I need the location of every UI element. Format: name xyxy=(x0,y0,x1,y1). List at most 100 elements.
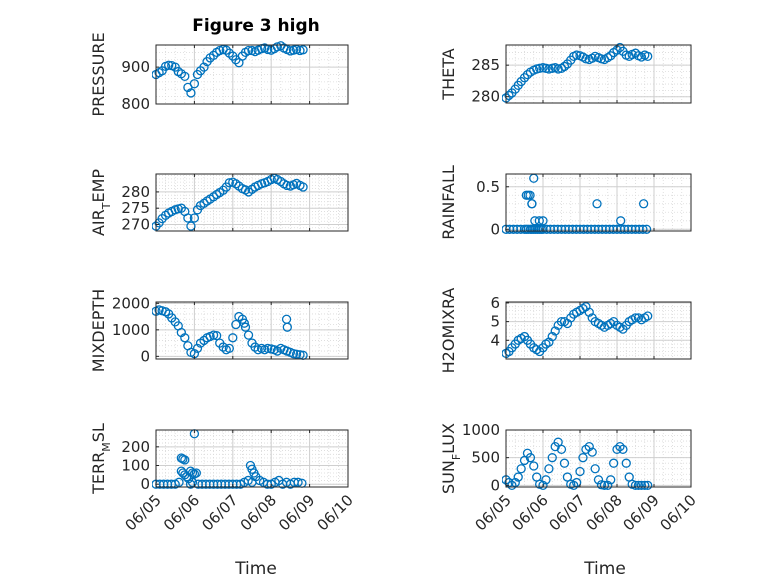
data-point xyxy=(603,480,613,490)
data-point xyxy=(553,64,563,74)
y-tick-label: 285 xyxy=(471,56,500,74)
data-point xyxy=(529,461,539,471)
x-tick-label: 06/05 xyxy=(122,491,165,534)
data-point xyxy=(218,342,228,352)
data-point xyxy=(282,322,292,332)
y-axis-label-pressure: PRESSURE xyxy=(89,32,108,116)
data-points-sun_flux xyxy=(502,437,653,490)
data-point xyxy=(544,464,554,474)
y-tick-label: 280 xyxy=(471,88,500,106)
data-point xyxy=(239,318,249,328)
y-tick-label: 0.5 xyxy=(476,178,500,196)
data-point xyxy=(525,453,536,463)
y-tick-label: 800 xyxy=(121,95,150,113)
axes-box xyxy=(155,173,349,232)
data-point xyxy=(527,199,537,209)
axes-box xyxy=(505,429,692,488)
x-tick-label: 06/07 xyxy=(546,491,589,534)
data-point xyxy=(641,224,652,234)
data-point xyxy=(572,50,582,60)
y-tick-label: 0 xyxy=(140,347,150,365)
data-point xyxy=(636,480,647,490)
data-point xyxy=(638,199,649,209)
data-point xyxy=(186,88,196,98)
axes-box xyxy=(155,301,349,360)
x-tick-label: 06/06 xyxy=(160,491,203,534)
y-tick-label: 4 xyxy=(490,331,500,349)
data-point xyxy=(291,349,302,359)
y-tick-label: 6 xyxy=(490,294,500,312)
subplot-pressure: 800 900 PRESSURE xyxy=(89,32,349,117)
axes-box xyxy=(505,173,692,232)
x-tick-label: 06/10 xyxy=(314,491,357,534)
x-tick-label: 06/06 xyxy=(509,491,552,534)
data-point xyxy=(250,342,260,352)
x-tick-label: 06/09 xyxy=(620,491,663,534)
y-tick-label: 900 xyxy=(121,58,150,76)
data-point xyxy=(578,453,588,463)
x-tick-label: 06/07 xyxy=(198,491,241,534)
x-tick-label: 06/08 xyxy=(583,491,626,534)
data-point xyxy=(174,477,184,487)
data-point xyxy=(525,190,535,200)
data-point xyxy=(593,475,604,485)
y-tick-label: 1000 xyxy=(462,421,500,439)
data-point xyxy=(615,441,625,452)
data-point xyxy=(183,213,193,223)
data-points-mixdepth xyxy=(152,305,308,360)
y-axis-label-theta: THETA xyxy=(439,48,458,100)
x-axis-label-left: Time xyxy=(234,559,277,579)
data-point xyxy=(298,45,308,55)
y-axis-label-mixdepth: MIXDEPTH xyxy=(89,289,108,372)
subplot-rainfall: 0 0.5 RAINFALL xyxy=(439,165,692,240)
data-point xyxy=(221,45,231,55)
data-point xyxy=(282,180,292,191)
x-tick-label: 06/05 xyxy=(472,491,515,534)
y-tick-label: 0 xyxy=(490,220,500,238)
data-point xyxy=(581,54,591,64)
data-points-terr_msl xyxy=(152,429,307,489)
x-tick-label: 06/09 xyxy=(275,491,318,534)
data-point xyxy=(538,216,548,226)
y-axis-label-air_temp: AIRTEMP xyxy=(89,169,113,236)
data-point xyxy=(189,79,200,89)
data-point xyxy=(550,326,560,336)
data-point xyxy=(556,444,567,455)
data-point xyxy=(640,480,650,490)
x-tick-label: 06/10 xyxy=(657,491,700,534)
data-point xyxy=(218,185,228,195)
data-point xyxy=(298,182,308,192)
data-point xyxy=(535,63,545,73)
data-point xyxy=(180,455,190,465)
data-point xyxy=(504,90,514,101)
data-point xyxy=(618,444,628,455)
data-point xyxy=(180,333,190,343)
data-points-theta xyxy=(502,42,653,103)
data-point xyxy=(192,343,203,354)
data-point xyxy=(180,71,190,81)
y-tick-label: 280 xyxy=(121,183,150,201)
data-point xyxy=(643,311,653,321)
subplot-h2omixra: 456 H2OMIXRA xyxy=(439,288,692,373)
y-tick-label: 100 xyxy=(121,457,150,475)
data-point xyxy=(240,322,251,332)
y-axis-label-sun_flux: SUNFLUX xyxy=(439,423,463,494)
data-point xyxy=(584,307,594,317)
data-point xyxy=(556,316,567,327)
data-point xyxy=(559,61,570,72)
data-point xyxy=(228,333,238,343)
y-tick-label: 275 xyxy=(121,199,150,217)
data-point xyxy=(606,475,616,485)
data-point xyxy=(547,331,557,342)
y-axis-label-rainfall: RAINFALL xyxy=(439,165,458,240)
data-point xyxy=(208,50,219,60)
data-point xyxy=(569,480,579,490)
axes-box xyxy=(155,429,349,488)
y-tick-label: 0 xyxy=(140,475,150,493)
data-point xyxy=(599,480,610,490)
y-tick-label: 1000 xyxy=(112,321,150,339)
data-point xyxy=(263,343,273,354)
